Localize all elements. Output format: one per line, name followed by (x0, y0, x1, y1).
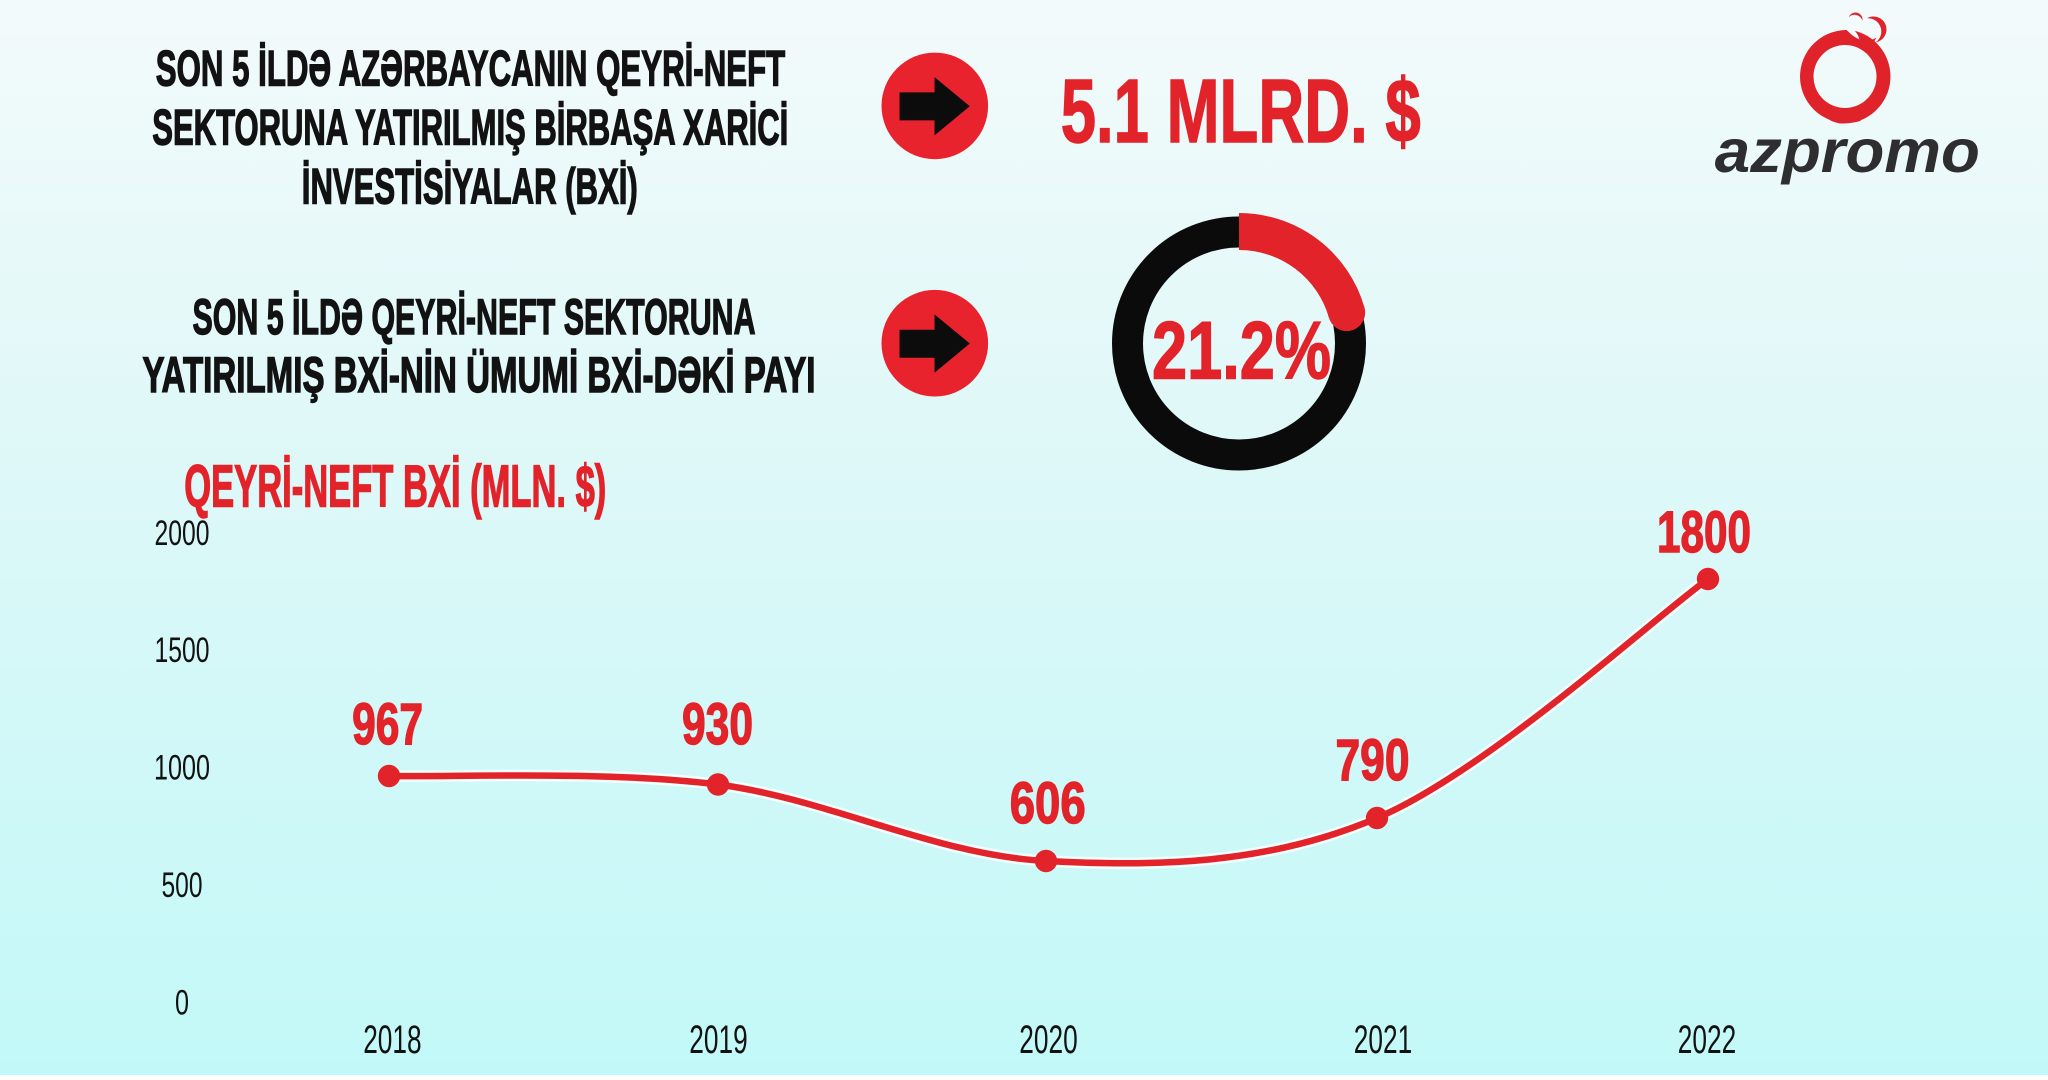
svg-text:1500: 1500 (155, 631, 210, 670)
svg-text:SEKTORUNA YATIRILMIŞ BİRBAŞA X: SEKTORUNA YATIRILMIŞ BİRBAŞA XARİCİ (152, 98, 788, 155)
svg-text:2000: 2000 (155, 514, 210, 553)
svg-text:QEYRİ-NEFT BXİ (MLN. $): QEYRİ-NEFT BXİ (MLN. $) (184, 454, 606, 520)
svg-text:azpromo: azpromo (1715, 117, 1980, 185)
svg-text:967: 967 (352, 692, 423, 757)
svg-text:YATIRILMIŞ BXİ-NİN ÜMUMİ BXİ-D: YATIRILMIŞ BXİ-NİN ÜMUMİ BXİ-DƏKİ PAYI (143, 346, 816, 403)
svg-text:790: 790 (1336, 728, 1410, 793)
svg-text:2022: 2022 (1678, 1018, 1736, 1062)
svg-text:2021: 2021 (1354, 1018, 1412, 1062)
svg-text:500: 500 (162, 866, 203, 905)
svg-text:2018: 2018 (363, 1018, 421, 1062)
svg-text:930: 930 (682, 692, 753, 757)
svg-text:0: 0 (175, 984, 189, 1023)
svg-text:2019: 2019 (689, 1018, 747, 1062)
svg-text:İNVESTİSİYALAR (BXİ): İNVESTİSİYALAR (BXİ) (302, 158, 638, 215)
svg-text:606: 606 (1010, 771, 1086, 836)
svg-text:SON 5 İLDƏ QEYRİ-NEFT SEKTORUN: SON 5 İLDƏ QEYRİ-NEFT SEKTORUNA (193, 288, 756, 345)
svg-text:1800: 1800 (1657, 500, 1751, 565)
svg-text:SON 5 İLDƏ AZƏRBAYCANIN QEYRİ-: SON 5 İLDƏ AZƏRBAYCANIN QEYRİ-NEFT (156, 39, 786, 96)
svg-text:2020: 2020 (1019, 1018, 1077, 1062)
svg-text:5.1 MLRD. $: 5.1 MLRD. $ (1061, 62, 1421, 162)
svg-text:21.2%: 21.2% (1152, 306, 1331, 397)
svg-text:1000: 1000 (154, 749, 210, 788)
